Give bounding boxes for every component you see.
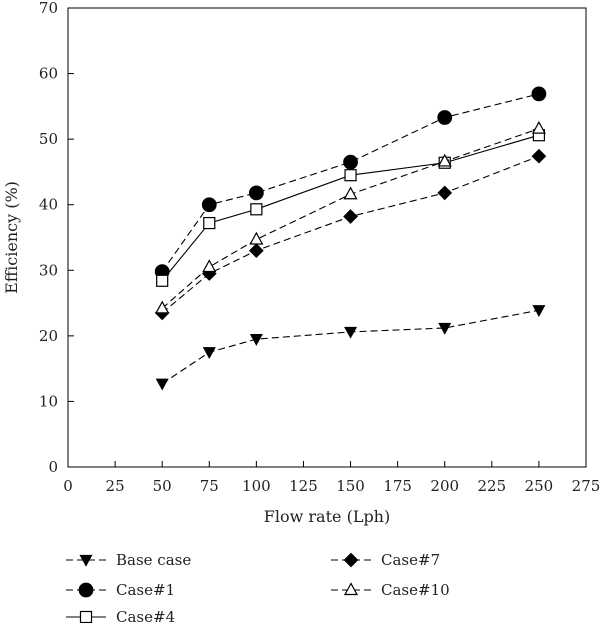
series-line-4 [161,128,540,309]
x-tick-label-3: 75 [200,477,219,495]
x-tick-label-6: 150 [336,477,365,495]
y-tick-label-4: 40 [39,196,58,214]
axis-ticks [67,7,587,468]
series-4-point-5 [531,120,546,134]
series-4-point-2 [249,231,264,245]
legend-label-0: Base case [116,551,191,569]
x-tick-label-1: 25 [106,477,125,495]
legend-marker-0 [79,554,93,567]
y-tick-label-0: 0 [48,458,58,476]
series-4-point-4 [437,153,452,167]
tick-labels: 0 25 50 75 100 125 150 175 200 225 250 275 0 10 20 30 40… [39,0,600,495]
y-tick-label-5: 50 [39,130,58,148]
series-0-point-1 [202,347,216,359]
series-4 [155,120,546,314]
legend-item-4: Case#10 [331,581,450,599]
legend-item-1: Case#1 [66,581,175,599]
series-4-point-3 [343,186,358,200]
x-tick-label-7: 175 [383,477,412,495]
series-line-0 [161,309,540,385]
series-layer [154,86,547,391]
series-2-point-2 [250,203,263,216]
series-2-point-0 [156,274,169,287]
series-0-point-5 [532,305,546,318]
legend: Base case Case#7 Case#1 Case#10 Case#4 [66,551,450,623]
y-tick-label-1: 10 [39,392,58,410]
series-4-point-0 [155,300,170,314]
legend-item-0: Base case [66,551,191,569]
legend-label-3: Case#7 [381,551,440,569]
series-1-point-4 [437,110,453,125]
legend-label-2: Case#4 [116,608,175,623]
x-axis-title: Flow rate (Lph) [264,507,390,526]
y-tick-label-2: 20 [39,327,58,345]
series-line-1 [161,93,540,272]
y-tick-label-3: 30 [39,261,58,279]
series-3-point-4 [437,185,453,201]
series-3-point-2 [249,243,264,258]
legend-item-2: Case#4 [66,608,175,623]
x-tick-label-11: 275 [572,477,600,495]
x-tick-label-9: 225 [477,477,506,495]
x-tick-label-8: 200 [430,477,459,495]
legend-marker-2 [79,610,93,623]
x-tick-label-10: 250 [525,477,554,495]
series-0-point-4 [438,322,452,335]
series-1-point-3 [343,154,358,170]
legend-label-4: Case#10 [381,581,450,599]
series-1-point-5 [531,86,547,102]
x-tick-label-5: 125 [289,477,318,495]
legend-marker-1 [78,582,94,598]
series-0 [155,305,546,391]
legend-item-3: Case#7 [331,551,440,569]
legend-marker-4 [343,582,359,596]
series-line-2 [161,134,540,282]
x-tick-label-4: 100 [242,477,271,495]
series-2-point-1 [203,216,216,230]
x-tick-label-0: 0 [63,477,73,495]
x-tick-label-2: 50 [153,477,172,495]
series-2-point-3 [344,169,357,182]
series-0-point-2 [249,334,263,346]
series-4-point-1 [202,259,217,273]
series-1 [154,86,547,279]
series-0-point-3 [344,326,358,339]
series-3-point-3 [343,209,358,224]
series-3-point-5 [531,148,547,164]
y-tick-label-7: 70 [39,0,58,17]
series-1-point-1 [201,197,217,213]
legend-marker-3 [343,552,359,568]
plot-area-frame [67,7,587,468]
series-1-point-2 [248,185,264,201]
y-tick-label-6: 60 [39,65,58,83]
series-0-point-0 [155,378,169,391]
y-axis-title: Efficiency (%) [2,181,21,294]
legend-label-1: Case#1 [116,581,175,599]
